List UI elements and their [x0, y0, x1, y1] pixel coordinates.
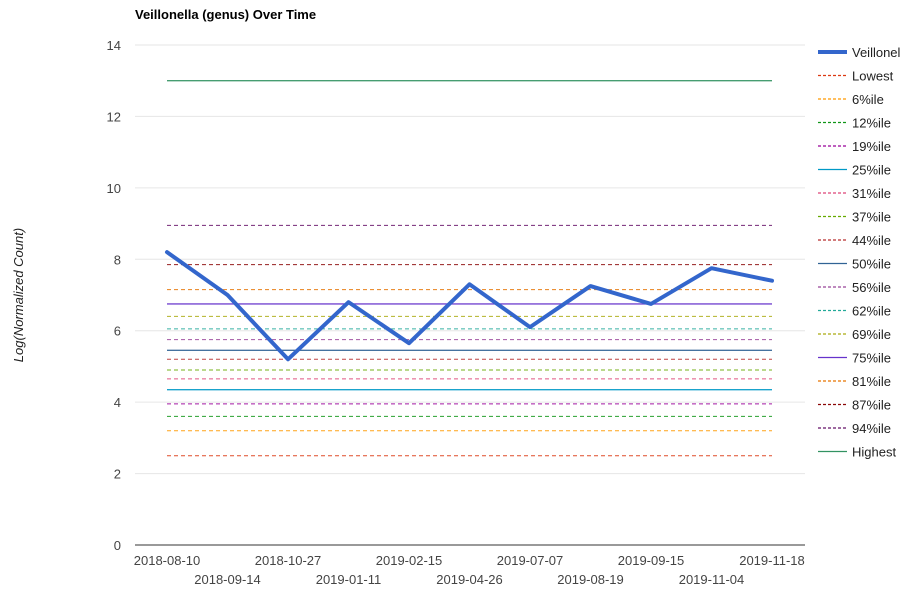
main-series — [165, 250, 774, 362]
y-tick-label: 14 — [107, 38, 121, 53]
legend-label: 94%ile — [852, 421, 891, 436]
x-tick-label: 2018-08-10 — [134, 553, 201, 568]
legend-label: 19%ile — [852, 139, 891, 154]
legend-label: 31%ile — [852, 186, 891, 201]
legend-label: 62%ile — [852, 304, 891, 319]
legend-label: 69%ile — [852, 327, 891, 342]
gridlines — [135, 44, 805, 546]
y-tick-label: 12 — [107, 109, 121, 124]
x-tick-label: 2019-11-04 — [679, 572, 745, 587]
x-tick-label: 2019-01-11 — [316, 572, 382, 587]
legend-label: 25%ile — [852, 163, 891, 178]
series-line-main — [165, 250, 774, 362]
legend-label: 37%ile — [852, 210, 891, 225]
legend-label: 50%ile — [852, 257, 891, 272]
y-tick-label: 4 — [114, 395, 121, 410]
y-tick-label: 10 — [107, 181, 121, 196]
x-tick-label: 2018-10-27 — [255, 553, 322, 568]
x-tick-label: 2019-09-15 — [618, 553, 685, 568]
legend-label: Highest — [852, 445, 896, 460]
x-tick-label: 2019-02-15 — [376, 553, 443, 568]
y-axis-label: Log(Normalized Count) — [11, 228, 26, 362]
y-tick-label: 0 — [114, 538, 121, 553]
x-axis-ticks: 2018-08-10 2018-09-14 2018-10-27 2019-01-11… — [134, 553, 805, 587]
legend-label: 44%ile — [852, 233, 891, 248]
legend-label: 12%ile — [852, 116, 891, 131]
legend-label: Lowest — [852, 69, 894, 84]
legend-label: Veillonel — [852, 45, 901, 60]
y-tick-label: 2 — [114, 467, 121, 482]
x-tick-label: 2018-09-14 — [194, 572, 261, 587]
legend-label: 87%ile — [852, 398, 891, 413]
legend: Veillonel Lowest 6%ile 12%ile 19%ile 25%ile 31… — [818, 45, 901, 460]
x-tick-label: 2019-11-18 — [739, 553, 805, 568]
y-tick-label: 6 — [114, 324, 121, 339]
chart-title: Veillonella (genus) Over Time — [135, 7, 316, 22]
y-axis-ticks: 0 2 4 6 8 10 12 14 — [107, 38, 121, 553]
x-tick-label: 2019-08-19 — [557, 572, 624, 587]
x-tick-label: 2019-07-07 — [497, 553, 564, 568]
x-tick-label: 2019-04-26 — [436, 572, 503, 587]
legend-label: 56%ile — [852, 280, 891, 295]
legend-label: 81%ile — [852, 374, 891, 389]
legend-label: 75%ile — [852, 351, 891, 366]
legend-label: 6%ile — [852, 92, 884, 107]
reference-lines — [167, 80, 772, 457]
y-tick-label: 8 — [114, 252, 121, 267]
